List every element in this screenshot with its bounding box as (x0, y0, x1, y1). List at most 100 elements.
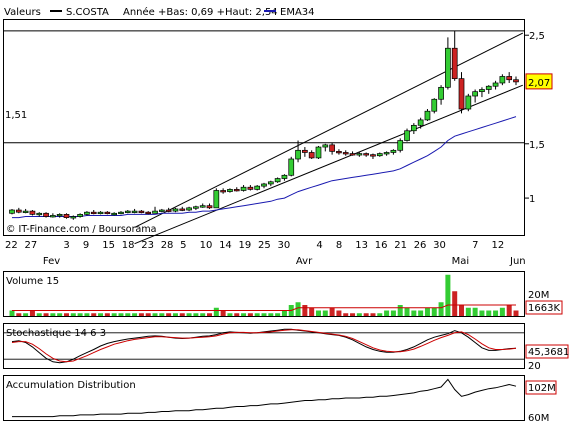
candle-body (240, 186, 247, 191)
candle (138, 210, 145, 214)
ad-tick-label: 60M (528, 413, 549, 424)
volume-bar (445, 274, 451, 316)
channel-upper-line (134, 32, 524, 228)
x-day-label: 14 (219, 240, 232, 251)
candle-body (104, 211, 111, 215)
candle (506, 72, 513, 83)
candle (445, 37, 451, 90)
candle (254, 185, 261, 191)
price-badge-text: 2,07 (528, 78, 550, 89)
candle-body (274, 178, 281, 183)
x-day-label: 3 (63, 240, 69, 251)
volume-bar (268, 313, 274, 316)
volume-bar (390, 310, 396, 316)
volume-panel-frame (3, 271, 525, 317)
candle (97, 211, 104, 215)
price-tick-label: 2,5 (529, 31, 545, 42)
candle-body (336, 151, 342, 154)
ref-line-label: 1,51 (5, 110, 27, 121)
candle (124, 210, 131, 214)
candle (404, 128, 410, 142)
volume-bar (424, 307, 430, 316)
volume-bar (350, 313, 356, 316)
x-day-label: 25 (258, 240, 271, 251)
volume-bar (63, 313, 69, 316)
volume-bar (118, 313, 124, 316)
candle-body (179, 208, 186, 211)
candle-body (485, 85, 492, 90)
candle (63, 213, 70, 219)
candle-body (329, 144, 335, 152)
candle-body (390, 149, 397, 153)
candle (431, 98, 438, 114)
candle (390, 149, 397, 155)
candle (193, 205, 199, 211)
candle-body (138, 210, 145, 213)
volume-bar (356, 313, 362, 316)
credit-text: © IT-Finance.com / Boursorama (6, 224, 156, 235)
candle-body (349, 153, 356, 156)
volume-bar (452, 291, 458, 316)
volume-bar (302, 305, 308, 316)
candle (451, 30, 458, 81)
candle-body (70, 216, 77, 219)
x-day-label: 30 (433, 240, 446, 251)
x-day-label: 4 (316, 240, 322, 251)
volume-bar (152, 313, 158, 316)
candle (220, 188, 226, 194)
price-tick-label: 1,5 (529, 140, 545, 151)
candle (43, 212, 49, 218)
volume-bar (193, 313, 199, 316)
candle (233, 187, 240, 192)
volume-bar (57, 313, 63, 316)
ema34-line (12, 116, 517, 219)
x-day-label: 28 (161, 240, 174, 251)
x-day-label: 16 (375, 240, 388, 251)
candle-body (124, 210, 131, 213)
price-panel-frame (3, 19, 525, 236)
candle (485, 85, 492, 94)
candle-body (29, 210, 36, 215)
candle-body (77, 214, 83, 217)
header-symbol: S.COSTA (66, 7, 109, 18)
candle (281, 174, 288, 181)
candle-body (97, 211, 104, 215)
volume-ma-line (12, 304, 516, 311)
candle (240, 185, 247, 192)
ad-panel-frame (3, 375, 525, 421)
volume-bar (29, 310, 35, 316)
candle (199, 203, 206, 208)
candle-body (417, 119, 424, 126)
volume-bar (370, 313, 376, 316)
volume-badge-text: 1663K (528, 303, 560, 314)
volume-bar (479, 310, 485, 316)
candle (513, 76, 519, 86)
candle (90, 210, 97, 215)
volume-layer: 20M 1663K (9, 274, 563, 316)
x-day-label: 15 (102, 240, 115, 251)
candle (56, 213, 63, 218)
candle-body (36, 212, 43, 216)
stochastic-badge-box (525, 344, 569, 359)
x-day-label: 30 (277, 240, 290, 251)
candle (329, 142, 335, 155)
volume-bar (465, 307, 471, 316)
candle (308, 150, 315, 159)
candle (322, 143, 329, 152)
x-day-label: 13 (355, 240, 368, 251)
volume-bar (499, 307, 505, 316)
candle (397, 138, 404, 153)
stochastic-layer: 45,3681 20 (4, 328, 569, 372)
symbol-legend-swatch (50, 10, 62, 12)
candle (363, 152, 370, 157)
candle (383, 151, 390, 156)
volume-title: Volume 15 (6, 276, 59, 287)
candle-body (90, 211, 97, 215)
volume-bar (104, 313, 110, 316)
price-badge-box (525, 73, 553, 90)
candle-body (281, 174, 288, 179)
candle-body (254, 185, 261, 190)
candle (356, 152, 363, 157)
volume-bar (179, 313, 185, 316)
